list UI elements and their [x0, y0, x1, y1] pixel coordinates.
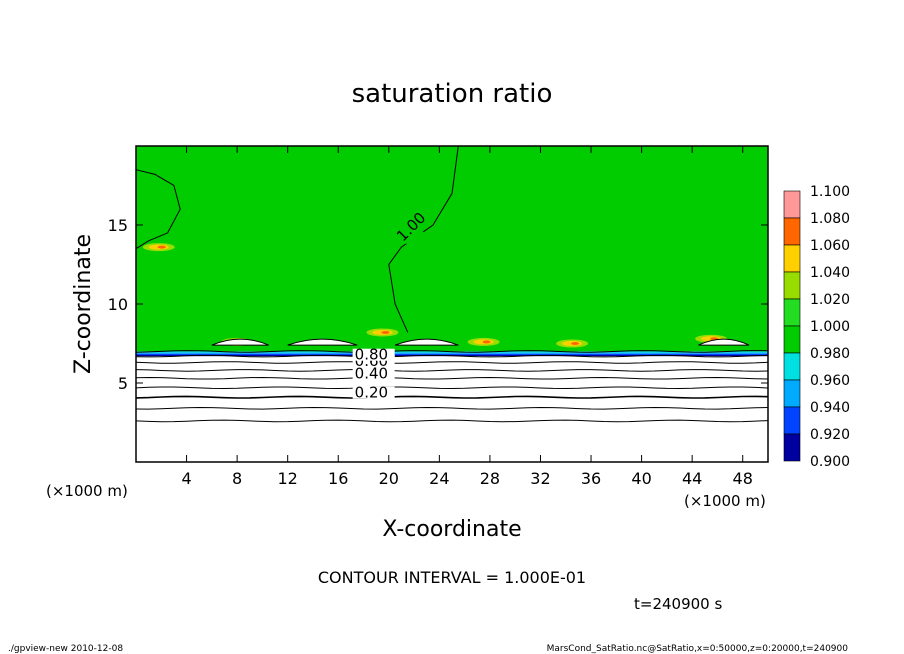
- colorbar-swatch: [783, 244, 801, 273]
- colorbar-swatch: [783, 325, 801, 354]
- colorbar-label: 0.960: [810, 373, 850, 389]
- contour-label-bg: [352, 367, 395, 380]
- contour-label-bg: [352, 386, 395, 399]
- contour-labels: 0.200.400.600.801.00: [352, 209, 442, 402]
- contour-label: 0.80: [355, 346, 388, 364]
- x-tick-label: 20: [379, 469, 399, 488]
- colorbar-swatch: [783, 379, 801, 408]
- contour-line: [135, 361, 769, 364]
- colorbar-swatch: [783, 217, 801, 246]
- x-tick-label: 44: [682, 469, 702, 488]
- colorbar-label: 1.060: [810, 238, 850, 254]
- y-tick-label: 15: [108, 216, 128, 235]
- contour-line-1-00: [388, 145, 459, 333]
- footer-left-text: ./gpview-new 2010-12-08: [8, 644, 123, 654]
- colorbar-swatch: [783, 352, 801, 381]
- contour-line: [135, 376, 769, 380]
- y-axis-ticks: 5 10 15: [108, 216, 768, 393]
- x-tick-label: 40: [631, 469, 651, 488]
- footer-right-text: MarsCond_SatRatio.nc@SatRatio,x=0:50000,…: [547, 644, 849, 654]
- supersaturated-spot-peak: [571, 342, 580, 345]
- colorbar-swatch: [783, 433, 801, 462]
- colorbar-label: 1.020: [810, 292, 850, 308]
- saturated-region: [136, 146, 768, 352]
- subsaturated-patch: [394, 338, 459, 346]
- y-axis-label: Z-coordinate: [71, 234, 96, 374]
- colorbar-label: 0.920: [810, 427, 850, 443]
- chart-title: saturation ratio: [352, 79, 553, 109]
- contour-label: 0.20: [355, 384, 388, 402]
- x-tick-label: 4: [181, 469, 191, 488]
- contour-label: 0.40: [355, 365, 388, 383]
- subsaturated-patch: [698, 338, 750, 346]
- x-tick-label: 28: [480, 469, 500, 488]
- colorbar: 0.900 0.920 0.940 0.960 0.980 1.000 1.020 1.040…: [783, 184, 850, 470]
- x-tick-label: 24: [429, 469, 449, 488]
- y-tick-label: 10: [108, 295, 128, 314]
- y-axis-unit-label: (×1000 m): [46, 482, 128, 500]
- colorbar-label: 0.980: [810, 346, 850, 362]
- colorbar-label: 1.080: [810, 211, 850, 227]
- contour-interval-text: CONTOUR INTERVAL = 1.000E-01: [318, 568, 586, 587]
- x-axis-ticks: 4 8 12 16 20 24 28 32 36 40 44 48: [181, 146, 753, 488]
- colorbar-swatch: [783, 271, 801, 300]
- y-tick-label: 5: [118, 374, 128, 393]
- contour-line: [135, 350, 769, 353]
- colorbar-label: 1.100: [810, 184, 850, 200]
- colorbar-swatch: [783, 406, 801, 435]
- supersaturated-spot-peak: [157, 245, 166, 249]
- colorbar-label: 1.040: [810, 265, 850, 281]
- colorbar-label: 0.900: [810, 454, 850, 470]
- supersaturated-spot-peak: [381, 330, 390, 334]
- contour-line-1-00-left: [135, 169, 181, 250]
- contour-line: [135, 406, 769, 410]
- x-tick-label: 12: [278, 469, 298, 488]
- subsaturated-patch: [211, 338, 269, 346]
- x-tick-label: 8: [232, 469, 242, 488]
- colorbar-swatch: [783, 298, 801, 327]
- contour-line: [135, 386, 769, 390]
- contour-lines: [135, 145, 769, 423]
- x-tick-label: 32: [530, 469, 550, 488]
- x-tick-label: 48: [733, 469, 753, 488]
- contour-line: [135, 419, 769, 423]
- colorbar-swatch: [783, 190, 801, 219]
- subsaturated-patch: [287, 338, 358, 346]
- x-axis-unit-label: (×1000 m): [684, 492, 766, 510]
- contour-line: [135, 395, 769, 399]
- contour-line: [135, 354, 769, 358]
- contour-line: [135, 369, 769, 372]
- transition-band: [136, 352, 768, 354]
- contour-label-bg: [399, 231, 442, 244]
- time-label: t=240900 s: [634, 595, 722, 613]
- x-tick-label: 16: [328, 469, 348, 488]
- colorbar-label: 1.000: [810, 319, 850, 335]
- supersaturated-spot-peak: [482, 340, 491, 344]
- plot-area: [136, 146, 768, 357]
- x-tick-label: 36: [581, 469, 601, 488]
- x-axis-label: X-coordinate: [382, 517, 521, 542]
- contour-label-bg: [352, 348, 395, 361]
- transition-band: [136, 353, 768, 355]
- colorbar-label: 0.940: [810, 400, 850, 416]
